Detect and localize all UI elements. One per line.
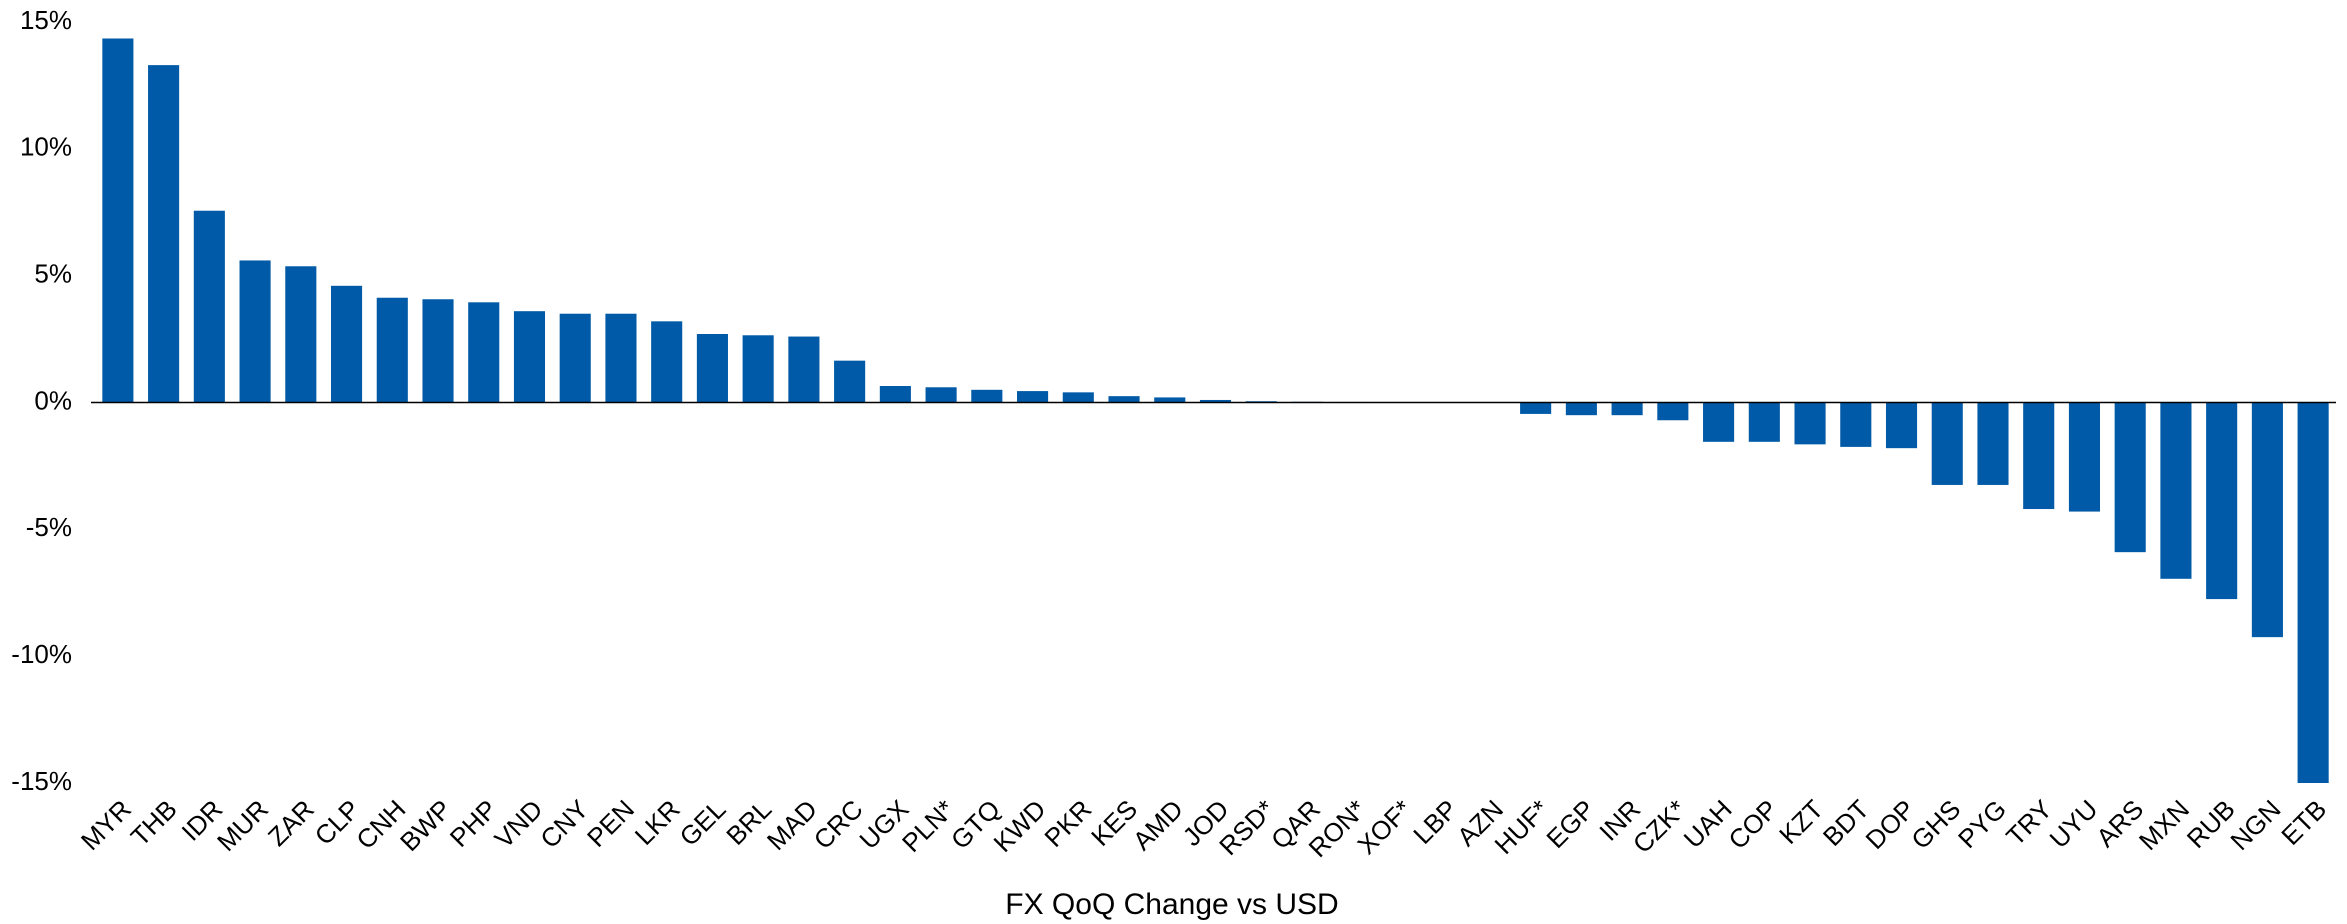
- x-tick-label: PYG: [1952, 794, 2012, 854]
- y-tick-label: -5%: [26, 512, 72, 542]
- y-tick-label: 15%: [20, 5, 72, 35]
- x-tick-label: UYU: [2044, 794, 2104, 854]
- bar: [1703, 402, 1735, 442]
- bar: [879, 386, 911, 403]
- y-tick-label: 10%: [20, 132, 72, 162]
- x-tick-label: BWP: [394, 794, 457, 857]
- x-tick-label: PHP: [444, 794, 503, 853]
- bar: [605, 313, 637, 403]
- bar: [1108, 396, 1140, 403]
- x-tick-label: CZK*: [1627, 794, 1692, 859]
- bar: [971, 389, 1003, 403]
- y-tick-label: 0%: [34, 385, 72, 415]
- bar: [193, 210, 225, 403]
- x-tick-label: NGN: [2224, 794, 2286, 856]
- x-tick-label: LKR: [629, 794, 686, 851]
- x-tick-label: GHS: [1905, 794, 1966, 855]
- bar: [1977, 402, 2009, 485]
- x-tick-label: PLN*: [896, 794, 960, 858]
- y-tick-label: -10%: [11, 639, 72, 669]
- x-tick-label: AMD: [1127, 794, 1189, 856]
- x-tick-label: TRY: [2000, 794, 2058, 852]
- x-tick-label: ARS: [2090, 794, 2149, 853]
- x-tick-label: PKR: [1038, 794, 1097, 853]
- x-tick-label: UAH: [1678, 794, 1738, 854]
- x-tick-label: ZAR: [262, 794, 320, 852]
- bar: [788, 336, 820, 403]
- bar: [559, 313, 591, 403]
- bar: [2160, 402, 2192, 579]
- bar: [1794, 402, 1826, 445]
- bar: [742, 335, 774, 403]
- x-tick-label: KWD: [988, 794, 1052, 858]
- bar: [1154, 397, 1186, 403]
- bar: [102, 38, 134, 403]
- x-tick-label: MXN: [2133, 794, 2195, 856]
- bar: [1885, 402, 1918, 449]
- bar: [2206, 402, 2238, 600]
- bar: [239, 260, 271, 403]
- bar: [2114, 402, 2146, 553]
- x-tick-label: CNH: [350, 794, 411, 855]
- bar: [1565, 402, 1597, 416]
- x-tick-label: MYR: [75, 794, 137, 856]
- bar: [1062, 392, 1094, 403]
- x-tick-label: DOP: [1860, 794, 1921, 855]
- bar: [1840, 402, 1872, 447]
- bar: [1199, 399, 1232, 403]
- bar: [376, 297, 408, 403]
- bar: [148, 65, 180, 403]
- x-tick-label: MUR: [211, 794, 274, 857]
- x-tick-label: EGP: [1540, 794, 1600, 854]
- bar: [651, 321, 683, 403]
- bar: [1748, 402, 1780, 442]
- bar: [422, 299, 454, 403]
- bar: [330, 285, 363, 403]
- x-axis-label: FX QoQ Change vs USD: [1005, 888, 1338, 921]
- bar: [1931, 402, 1963, 485]
- x-tick-label: PEN: [581, 794, 640, 853]
- bar: [1017, 391, 1049, 403]
- y-tick-label: -15%: [11, 766, 72, 796]
- x-tick-label: CRC: [808, 794, 869, 855]
- bar: [1611, 402, 1643, 416]
- bar: [925, 387, 957, 403]
- x-tick-label: COP: [1722, 794, 1783, 855]
- x-tick-label: MAD: [761, 794, 823, 856]
- bar: [696, 334, 728, 403]
- x-tick-label: LBP: [1407, 794, 1463, 850]
- bar: [1520, 402, 1552, 414]
- x-tick-label: GEL: [674, 794, 732, 852]
- x-tick-label: CNY: [534, 794, 594, 854]
- bar: [2068, 402, 2101, 512]
- bar: [2023, 402, 2055, 510]
- bar: [468, 302, 500, 403]
- bar: [834, 360, 866, 403]
- bar: [2251, 402, 2283, 638]
- x-tick-label: KZT: [1773, 794, 1829, 850]
- y-tick-label: 5%: [34, 259, 72, 289]
- x-tick-label: THB: [125, 794, 183, 852]
- bar: [1657, 402, 1689, 421]
- x-tick-label: CLP: [309, 794, 366, 851]
- bar: [2297, 402, 2329, 783]
- x-tick-label: ETB: [2275, 794, 2332, 851]
- x-tick-label: VND: [489, 794, 549, 854]
- bar: [513, 311, 546, 403]
- bar: [285, 266, 317, 403]
- x-tick-label: BDT: [1817, 794, 1875, 852]
- x-tick-label: RUB: [2181, 794, 2241, 854]
